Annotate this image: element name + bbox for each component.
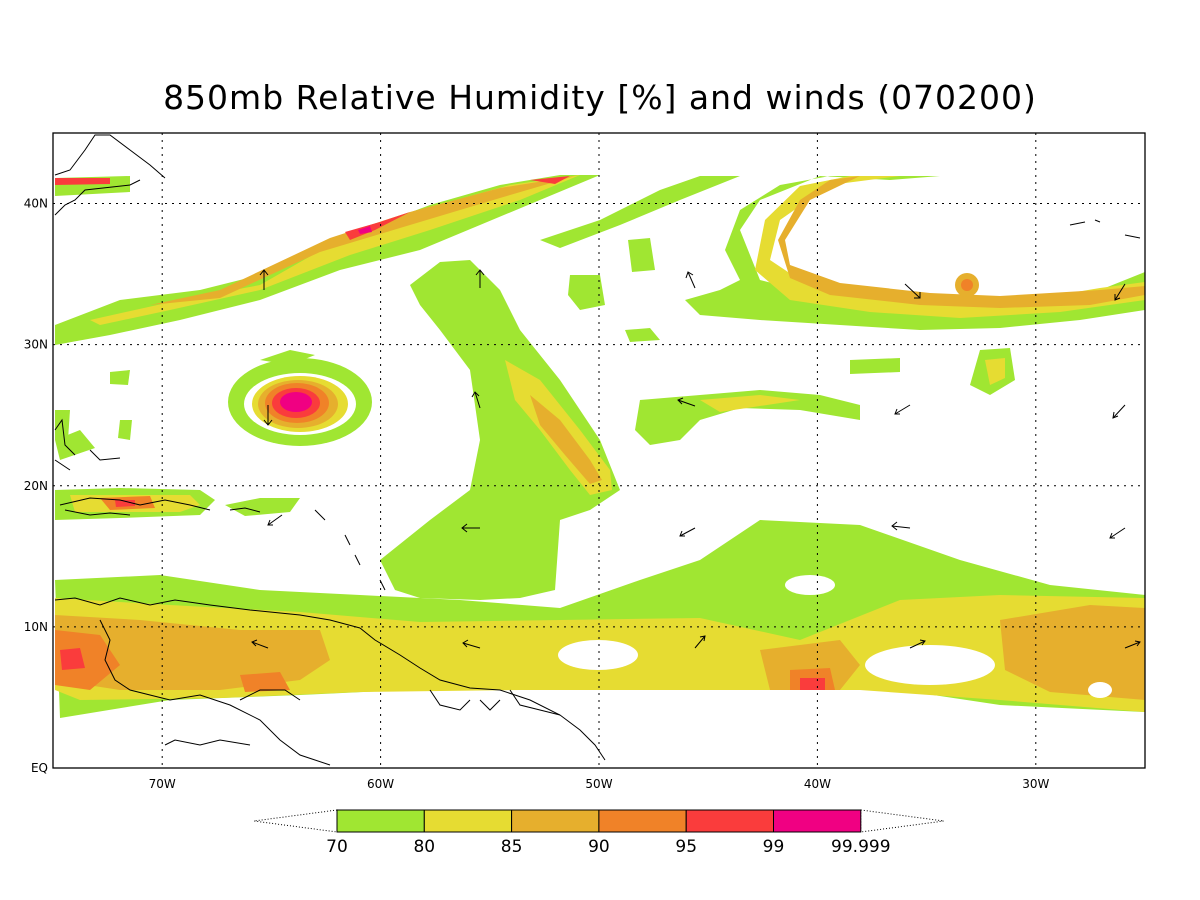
lat-tick-label: 10N xyxy=(24,620,48,634)
lat-tick-label: 20N xyxy=(24,479,48,493)
wind-arrow xyxy=(461,523,480,533)
lon-tick-label: 60W xyxy=(367,777,394,791)
wind-arrow xyxy=(462,639,481,649)
lon-tick-label: 50W xyxy=(585,777,612,791)
moist-band-south-85 xyxy=(55,605,1145,700)
colorbar-extend-right xyxy=(860,809,944,833)
wind-arrow xyxy=(891,521,911,531)
wind-arrow xyxy=(1114,283,1126,301)
colorbar-level-label: 99 xyxy=(763,837,785,857)
wind-arrow xyxy=(679,527,696,537)
wind-arrow xyxy=(475,269,485,288)
moist-tongue-85 xyxy=(530,395,602,484)
colorbar-swatch xyxy=(336,809,425,833)
colorbar-level-label: 85 xyxy=(501,837,523,857)
wind-arrow xyxy=(263,405,273,426)
gridlines xyxy=(53,133,1145,768)
colorbar: 70 80 85 90 95 99 99.999 xyxy=(253,809,944,857)
colorbar-level-label: 70 xyxy=(326,837,348,857)
wind-arrow xyxy=(1124,640,1141,649)
moist-tongue xyxy=(380,260,620,600)
wind-arrow xyxy=(267,514,283,526)
colorbar-swatch xyxy=(511,809,600,833)
frontal-band-north-99 xyxy=(358,226,372,234)
wind-arrow xyxy=(1109,527,1126,539)
plot-frame xyxy=(52,132,1146,769)
colorbar-level-label: 95 xyxy=(675,837,697,857)
wind-vectors xyxy=(251,269,1141,649)
wind-arrow xyxy=(904,283,921,299)
humidity-field xyxy=(55,175,1145,718)
coastlines xyxy=(54,134,1141,766)
wind-arrow xyxy=(1112,404,1126,419)
wind-arrow xyxy=(894,404,911,415)
lat-tick-label: EQ xyxy=(31,761,48,775)
lon-tick-labels: 70W 60W 50W 40W 30W xyxy=(149,777,1050,791)
lon-tick-label: 30W xyxy=(1022,777,1049,791)
wind-arrow xyxy=(694,635,706,649)
map-title: 850mb Relative Humidity [%] and winds (0… xyxy=(163,78,1037,117)
hurricane-system xyxy=(228,350,372,446)
colorbar-swatch xyxy=(598,809,687,833)
frontal-band-north-95 xyxy=(345,176,570,240)
colorbar-level-label: 90 xyxy=(588,837,610,857)
lat-tick-label: 30N xyxy=(24,338,48,352)
lon-tick-label: 40W xyxy=(804,777,831,791)
colorbar-swatch xyxy=(773,809,862,833)
lon-tick-label: 70W xyxy=(149,777,176,791)
comma-band-ne-85 xyxy=(778,176,1145,308)
colorbar-level-label: 99.999 xyxy=(831,837,890,857)
lat-tick-labels: EQ 10N 20N 30N 40N xyxy=(24,197,48,775)
wind-arrow xyxy=(685,271,696,289)
frontal-band-north-80 xyxy=(90,175,580,325)
colorbar-level-label: 80 xyxy=(413,837,435,857)
wind-arrow xyxy=(251,639,269,649)
colorbar-swatch xyxy=(685,809,775,833)
moist-band-south-90 xyxy=(55,630,835,692)
lat-tick-label: 40N xyxy=(24,197,48,211)
wind-arrow xyxy=(909,639,926,649)
wind-arrow xyxy=(471,391,481,409)
colorbar-extend-left xyxy=(253,809,338,833)
wind-arrow xyxy=(677,397,696,407)
comma-band-ne-80 xyxy=(755,176,1145,318)
colorbar-swatch xyxy=(423,809,513,833)
wind-arrow xyxy=(259,269,269,290)
